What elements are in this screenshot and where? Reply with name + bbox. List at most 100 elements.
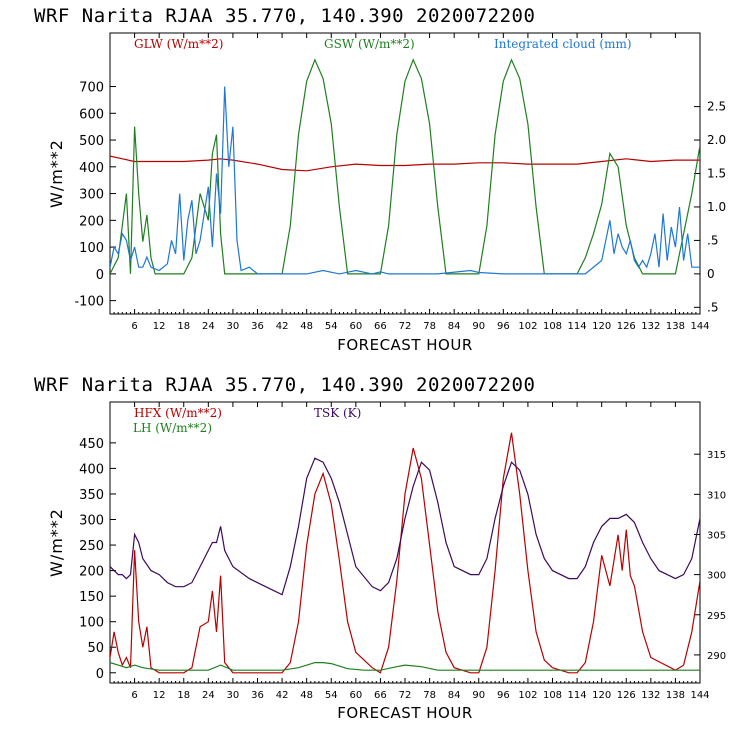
legend-entry: HFX (W/m**2) (134, 406, 222, 420)
x-tick-label: 102 (518, 321, 537, 332)
x-tick-label: 12 (153, 321, 166, 332)
y2-tick-label: 2.0 (707, 133, 726, 147)
x-tick-label: 132 (641, 690, 660, 701)
series-line-integrated (110, 86, 700, 275)
chart-title: WRF Narita RJAA 35.770, 140.390 20200722… (34, 5, 535, 27)
x-tick-label: 126 (617, 321, 636, 332)
x-tick-label: 54 (325, 321, 338, 332)
chart-radiation-cloud: WRF Narita RJAA 35.770, 140.390 20200722… (34, 5, 726, 354)
x-tick-label: 114 (568, 690, 587, 701)
y-tick-label: 300 (79, 188, 104, 203)
chart-title: WRF Narita RJAA 35.770, 140.390 20200722… (34, 374, 535, 396)
y-tick-label: 500 (79, 134, 104, 149)
y-tick-label: 0 (96, 268, 104, 283)
y2-tick-label: 1.0 (707, 200, 726, 214)
legend-entry: TSK (K) (314, 406, 361, 420)
x-tick-label: 90 (472, 690, 485, 701)
x-tick-label: 48 (300, 690, 313, 701)
x-tick-label: 78 (423, 321, 436, 332)
x-axis-label: FORECAST HOUR (337, 704, 473, 722)
x-tick-label: 18 (177, 321, 190, 332)
x-tick-label: 96 (497, 690, 510, 701)
x-tick-label: 72 (399, 690, 412, 701)
plot-frame (109, 401, 701, 684)
x-tick-label: 30 (227, 690, 240, 701)
legend-entry: GSW (W/m**2) (324, 37, 415, 51)
y2-tick-label: 305 (707, 530, 726, 541)
x-tick-label: 12 (153, 690, 166, 701)
x-tick-label: 78 (423, 690, 436, 701)
series-line-hfx (110, 432, 700, 674)
y-tick-label: 100 (79, 241, 104, 256)
y-tick-label: 150 (79, 590, 104, 605)
x-tick-label: 144 (690, 321, 709, 332)
x-tick-label: 126 (617, 690, 636, 701)
y-tick-label: 0 (96, 667, 104, 682)
x-tick-label: 108 (543, 690, 562, 701)
x-tick-label: 132 (641, 321, 660, 332)
y2-tick-label: 2.5 (707, 100, 726, 114)
y-tick-label: 200 (79, 214, 104, 229)
x-tick-label: 138 (666, 321, 685, 332)
y-tick-label: 200 (79, 565, 104, 580)
y-tick-label: 450 (79, 437, 104, 452)
y-tick-label: 350 (79, 488, 104, 503)
series-group (110, 58, 700, 275)
series-line-gsw (110, 58, 700, 275)
x-tick-label: 60 (349, 690, 362, 701)
legend-entry: LH (W/m**2) (133, 421, 212, 435)
x-tick-label: 66 (374, 321, 387, 332)
y-tick-label: 50 (87, 641, 104, 656)
x-tick-label: 24 (202, 690, 215, 701)
x-tick-label: 30 (227, 321, 240, 332)
y-tick-label: 250 (79, 539, 104, 554)
chart-heat-flux-tsk: WRF Narita RJAA 35.770, 140.390 20200722… (34, 374, 726, 722)
legend-entry: Integrated cloud (mm) (494, 37, 632, 51)
series-group (110, 432, 700, 674)
y2-tick-label: .5 (707, 233, 718, 247)
x-tick-label: 54 (325, 690, 338, 701)
y2-tick-label: 295 (707, 611, 726, 622)
x-tick-label: 120 (592, 690, 611, 701)
y2-tick-label: 310 (707, 490, 726, 501)
x-tick-label: 18 (177, 690, 190, 701)
y2-tick-label: 315 (707, 450, 726, 461)
x-tick-label: 24 (202, 321, 215, 332)
x-tick-label: 66 (374, 690, 387, 701)
x-tick-label: 6 (131, 321, 137, 332)
y2-tick-label: 290 (707, 651, 726, 662)
y-tick-label: 400 (79, 462, 104, 477)
x-tick-label: 6 (131, 690, 137, 701)
x-tick-label: 84 (448, 321, 461, 332)
x-tick-label: 102 (518, 690, 537, 701)
x-tick-label: 108 (543, 321, 562, 332)
x-tick-label: 48 (300, 321, 313, 332)
x-tick-label: 42 (276, 690, 289, 701)
legend-entry: GLW (W/m**2) (134, 37, 223, 51)
series-line-tsk (110, 457, 700, 596)
y2-tick-label: 0 (707, 267, 715, 281)
x-tick-label: 72 (399, 321, 412, 332)
x-tick-label: 114 (568, 321, 587, 332)
y-axis-label: W/m**2 (47, 508, 66, 577)
x-tick-label: 138 (666, 690, 685, 701)
y-tick-label: 600 (79, 107, 104, 122)
y-tick-label: 400 (79, 161, 104, 176)
y2-tick-label: 1.5 (707, 167, 726, 181)
plot-frame (109, 32, 701, 315)
x-axis-label: FORECAST HOUR (337, 336, 473, 354)
y2-tick-label: 300 (707, 571, 726, 582)
y-tick-label: 700 (79, 81, 104, 96)
x-tick-label: 36 (251, 321, 264, 332)
x-tick-label: 90 (472, 321, 485, 332)
x-tick-label: 36 (251, 690, 264, 701)
y-tick-label: 300 (79, 514, 104, 529)
y2-tick-label: .5 (707, 300, 718, 314)
y-axis-label: W/m**2 (47, 139, 66, 208)
y-tick-label: 100 (79, 616, 104, 631)
x-tick-label: 42 (276, 321, 289, 332)
x-tick-label: 96 (497, 321, 510, 332)
series-line-lh (110, 661, 700, 671)
x-tick-label: 60 (349, 321, 362, 332)
